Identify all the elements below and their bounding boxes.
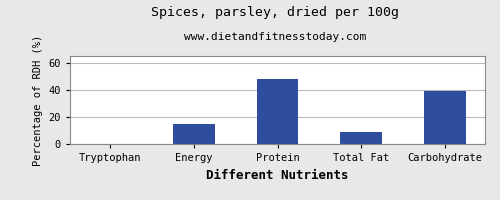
Bar (340, 132, 382, 144)
Y-axis label: Percentage of RDH (%): Percentage of RDH (%) (33, 34, 43, 166)
Bar (172, 124, 214, 144)
Bar (424, 91, 466, 144)
Text: Spices, parsley, dried per 100g: Spices, parsley, dried per 100g (151, 6, 399, 19)
Text: www.dietandfitnesstoday.com: www.dietandfitnesstoday.com (184, 32, 366, 42)
X-axis label: Different Nutrients: Different Nutrients (206, 169, 349, 182)
Bar (256, 79, 298, 144)
